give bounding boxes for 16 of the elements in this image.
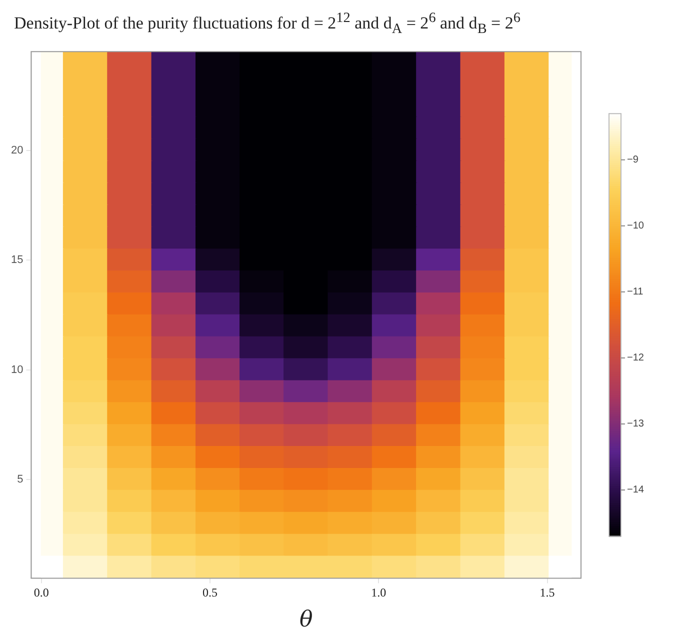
y-tick-label: 10 (10, 364, 24, 376)
x-tick-label: 0.0 (34, 586, 49, 600)
color-bar-label: −14 (627, 484, 644, 496)
y-tick-label: 20 (10, 144, 24, 156)
x-axis-title: θ (299, 608, 313, 633)
color-bar-label: −11 (627, 286, 644, 298)
x-tick-label: 0.5 (202, 586, 218, 600)
x-tick-label: 1.5 (540, 586, 555, 600)
color-bar-label: −10 (627, 220, 644, 232)
color-bar-label: −12 (627, 352, 644, 364)
y-tick-label: 15 (10, 254, 24, 266)
chart-title: Density-Plot of the purity fluctuations for d = 2$^{12}$ and d$_{A}$ = 2$^{6}$ and d$_{B}$ = 2$^{6}$ (14, 10, 520, 38)
x-tick-label: 1.0 (371, 586, 386, 600)
color-bar-label: −9 (627, 154, 639, 166)
y-tick-label: 5 (17, 474, 24, 486)
color-bar-label: −13 (627, 418, 644, 430)
